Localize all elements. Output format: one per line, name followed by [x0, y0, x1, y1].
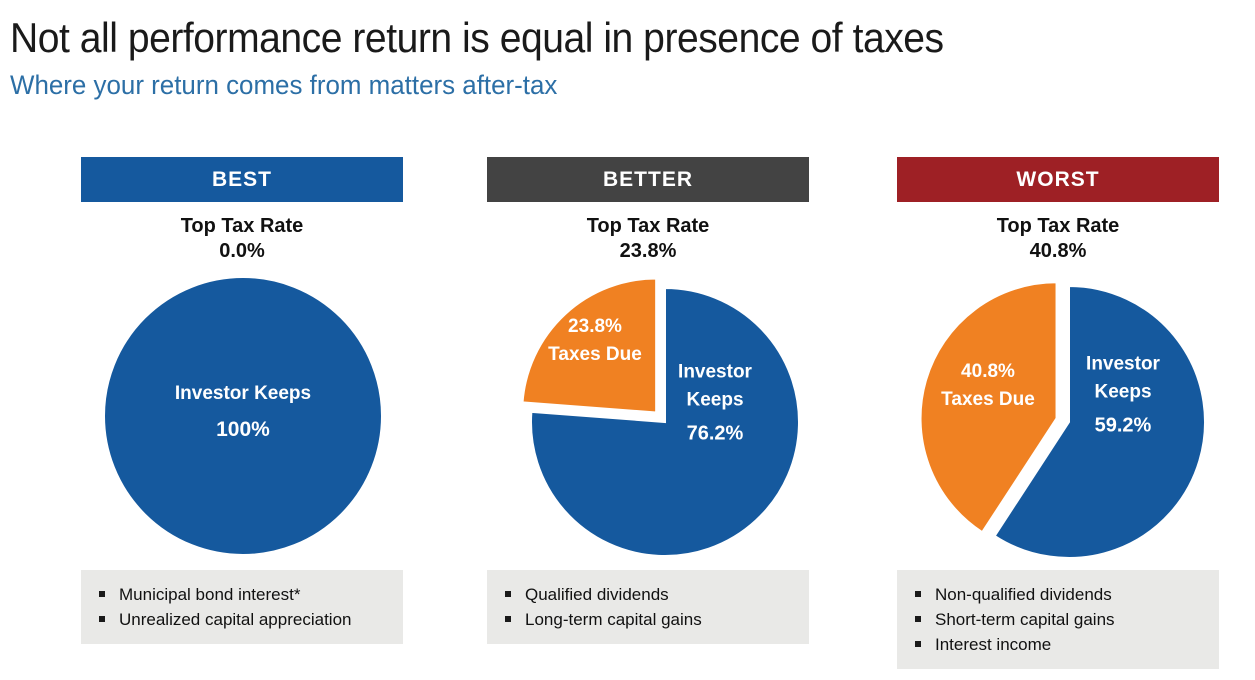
pie-label-investor-keeps: Investor Keeps 76.2%: [678, 359, 752, 448]
tax-rate-value: 23.8%: [619, 240, 677, 262]
pie-label-keeps-value: 76.2%: [686, 422, 744, 445]
bullet-item: Municipal bond interest*: [97, 582, 389, 607]
pie-slice-investor-keeps: [530, 286, 800, 557]
pie-label-taxes-due: 40.8% Taxes Due: [941, 358, 1035, 414]
pie-label-keeps-text: Investor: [678, 361, 752, 383]
tax-rate-value: 40.8%: [1029, 240, 1087, 262]
bullet-box-worst: Non-qualified dividends Short-term capit…: [897, 570, 1219, 669]
bullet-list-worst: Non-qualified dividends Short-term capit…: [913, 582, 1205, 657]
column-better: BETTER Top Tax Rate 23.8% 23.8% Taxes Du…: [487, 157, 809, 644]
best-badge: BEST: [81, 157, 403, 202]
bullet-item: Interest income: [913, 632, 1205, 657]
pie-label-keeps-text: Keeps: [1094, 381, 1152, 403]
pie-slice-taxes-due: [919, 281, 1058, 534]
pie-label-keeps-text: Investor: [1086, 353, 1160, 375]
tax-rate-label: Top Tax Rate: [180, 215, 304, 237]
pie-label-taxes-text: Taxes Due: [941, 389, 1035, 410]
tax-rate-label: Top Tax Rate: [586, 215, 710, 237]
pie-slice-taxes-due: [521, 277, 658, 414]
tax-rate-value: 0.0%: [219, 240, 265, 262]
better-badge: BETTER: [487, 157, 809, 202]
pie-chart-better: 23.8% Taxes Due Investor Keeps 76.2%: [487, 270, 809, 560]
column-best: BEST Top Tax Rate 0.0% Investor Keeps 10…: [81, 157, 403, 644]
pie-label-taxes-text: Taxes Due: [548, 344, 642, 365]
bullet-list-best: Municipal bond interest* Unrealized capi…: [97, 582, 389, 632]
column-worst: WORST Top Tax Rate 40.8% 40.8% Taxes Due…: [897, 157, 1219, 669]
worst-badge: WORST: [897, 157, 1219, 202]
pie-label-taxes-due: 23.8% Taxes Due: [548, 313, 642, 369]
page-title: Not all performance return is equal in p…: [10, 14, 944, 61]
pie-chart-worst: 40.8% Taxes Due Investor Keeps 59.2%: [897, 270, 1219, 560]
tax-rate-block-best: Top Tax Rate 0.0%: [81, 214, 403, 264]
pie-label-investor-keeps: Investor Keeps 59.2%: [1086, 351, 1160, 440]
bullet-item: Short-term capital gains: [913, 607, 1205, 632]
pie-svg-better: [521, 277, 800, 557]
page-subtitle: Where your return comes from matters aft…: [10, 70, 558, 100]
pie-label-investor-keeps: Investor Keeps 100%: [175, 380, 311, 444]
bullet-item: Non-qualified dividends: [913, 582, 1205, 607]
pie-slice-investor-keeps: [993, 284, 1206, 559]
pie-chart-best: Investor Keeps 100%: [81, 270, 403, 560]
bullet-item: Qualified dividends: [503, 582, 795, 607]
pie-label-taxes-value: 23.8%: [568, 316, 622, 337]
tax-rate-block-worst: Top Tax Rate 40.8%: [897, 214, 1219, 264]
pie-slice-investor-keeps: [103, 276, 383, 556]
pie-label-keeps-text: Investor Keeps: [174, 383, 312, 404]
bullet-item: Long-term capital gains: [503, 607, 795, 632]
pie-label-keeps-value: 59.2%: [1094, 414, 1152, 437]
pie-label-taxes-value: 40.8%: [961, 361, 1015, 382]
pie-svg-best: [103, 276, 383, 556]
pie-label-keeps-value: 100%: [216, 418, 270, 441]
pie-svg-worst: [919, 281, 1206, 559]
bullet-item: Unrealized capital appreciation: [97, 607, 389, 632]
tax-rate-block-better: Top Tax Rate 23.8%: [487, 214, 809, 264]
bullet-list-better: Qualified dividends Long-term capital ga…: [503, 582, 795, 632]
pie-label-keeps-text: Keeps: [686, 389, 744, 411]
bullet-box-better: Qualified dividends Long-term capital ga…: [487, 570, 809, 644]
tax-rate-label: Top Tax Rate: [996, 215, 1120, 237]
bullet-box-best: Municipal bond interest* Unrealized capi…: [81, 570, 403, 644]
